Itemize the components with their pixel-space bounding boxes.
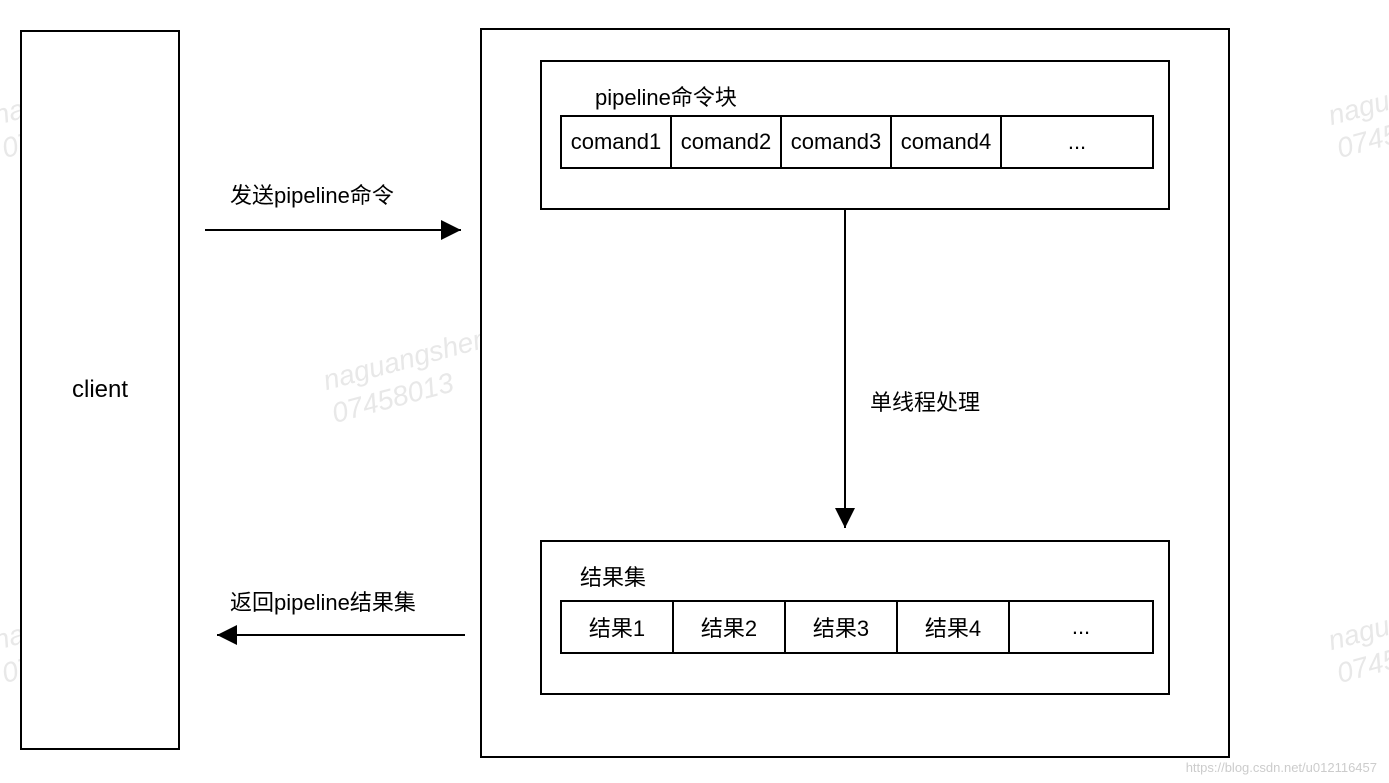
diagram-container: naguangsheng 07458013 naguangsheng 07458… xyxy=(0,0,1389,783)
pipeline-cell: comand3 xyxy=(782,117,892,167)
result-title: 结果集 xyxy=(580,560,646,592)
pipeline-title: pipeline命令块 xyxy=(595,80,737,112)
result-cell: 结果4 xyxy=(898,602,1010,652)
process-arrow-icon xyxy=(837,210,855,540)
result-cell: ... xyxy=(1010,602,1152,652)
client-label: client xyxy=(72,376,128,404)
send-arrow-icon xyxy=(205,222,475,240)
pipeline-cell: comand1 xyxy=(562,117,672,167)
watermark: naguangsheng 07458013 xyxy=(1324,577,1389,690)
send-arrow-label: 发送pipeline命令 xyxy=(230,178,394,210)
pipeline-cells: comand1 comand2 comand3 comand4 ... xyxy=(560,115,1154,169)
return-arrow-label: 返回pipeline结果集 xyxy=(230,585,416,617)
pipeline-cell: comand4 xyxy=(892,117,1002,167)
client-box: client xyxy=(20,30,180,750)
return-arrow-icon xyxy=(205,627,475,645)
result-cell: 结果3 xyxy=(786,602,898,652)
watermark: naguangsheng 07458013 xyxy=(1324,52,1389,165)
result-cell: 结果2 xyxy=(674,602,786,652)
pipeline-cell: ... xyxy=(1002,117,1152,167)
process-arrow-label: 单线程处理 xyxy=(870,385,980,417)
result-cells: 结果1 结果2 结果3 结果4 ... xyxy=(560,600,1154,654)
result-cell: 结果1 xyxy=(562,602,674,652)
pipeline-cell: comand2 xyxy=(672,117,782,167)
footer-text: https://blog.csdn.net/u012116457 xyxy=(1186,760,1377,775)
